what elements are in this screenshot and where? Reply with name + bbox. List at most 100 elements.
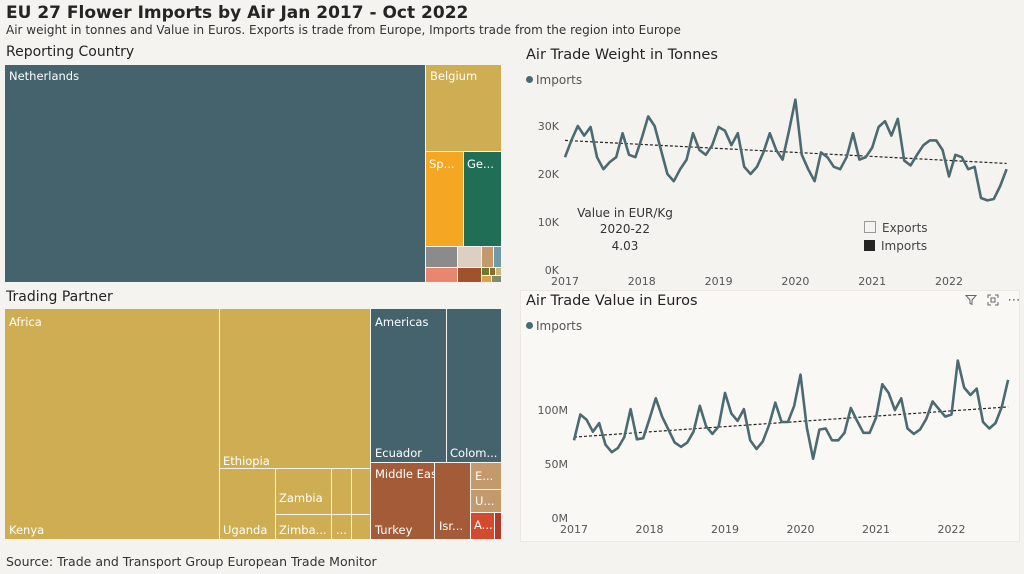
data-point[interactable] — [919, 428, 921, 430]
data-point[interactable] — [583, 134, 585, 136]
tile-germany[interactable]: Ge... — [464, 152, 502, 247]
value-chart-legend[interactable]: Imports — [526, 319, 582, 333]
data-point[interactable] — [673, 180, 675, 182]
data-point[interactable] — [894, 409, 896, 411]
data-point[interactable] — [730, 144, 732, 146]
data-point[interactable] — [884, 120, 886, 122]
data-point[interactable] — [807, 168, 809, 170]
data-point[interactable] — [871, 146, 873, 148]
tile-country[interactable] — [482, 276, 492, 283]
data-point[interactable] — [980, 197, 982, 199]
data-point[interactable] — [609, 161, 611, 163]
data-point[interactable] — [787, 421, 789, 423]
data-point[interactable] — [685, 158, 687, 160]
data-point[interactable] — [993, 198, 995, 200]
data-point[interactable] — [948, 175, 950, 177]
data-point[interactable] — [801, 154, 803, 156]
data-point[interactable] — [724, 392, 726, 394]
data-point[interactable] — [975, 387, 977, 389]
data-point[interactable] — [775, 149, 777, 151]
data-point[interactable] — [756, 166, 758, 168]
data-point[interactable] — [999, 185, 1001, 187]
data-point[interactable] — [686, 441, 688, 443]
data-point[interactable] — [724, 130, 726, 132]
imports-series-line[interactable] — [563, 98, 1008, 202]
data-point[interactable] — [564, 156, 566, 158]
data-point[interactable] — [661, 415, 663, 417]
data-point[interactable] — [931, 400, 933, 402]
tile-other[interactable] — [495, 513, 502, 540]
data-point[interactable] — [1001, 406, 1003, 408]
tile-africa-other[interactable] — [352, 515, 371, 540]
data-point[interactable] — [824, 427, 826, 429]
data-point[interactable] — [950, 413, 952, 415]
value-chart-panel[interactable]: Air Trade Value in Euros Imports ⋯ 0M 50M… — [520, 290, 1021, 542]
tile-israel[interactable]: Isr... — [435, 463, 471, 540]
data-point[interactable] — [799, 373, 801, 375]
data-point[interactable] — [629, 408, 631, 410]
data-point[interactable] — [736, 420, 738, 422]
tile-belgium[interactable]: Belgium — [426, 65, 502, 152]
tile-country[interactable] — [426, 268, 458, 283]
data-point[interactable] — [986, 199, 988, 201]
tile-europe[interactable]: E... — [471, 463, 502, 490]
data-point[interactable] — [596, 156, 598, 158]
data-point[interactable] — [705, 425, 707, 427]
data-point[interactable] — [820, 151, 822, 153]
data-point[interactable] — [743, 166, 745, 168]
data-point[interactable] — [845, 156, 847, 158]
data-point[interactable] — [749, 439, 751, 441]
data-point[interactable] — [916, 154, 918, 156]
data-point[interactable] — [692, 132, 694, 134]
data-point[interactable] — [793, 405, 795, 407]
data-point[interactable] — [655, 397, 657, 399]
data-point[interactable] — [913, 433, 915, 435]
data-point[interactable] — [579, 413, 581, 415]
data-point[interactable] — [628, 154, 630, 156]
data-point[interactable] — [604, 443, 606, 445]
data-point[interactable] — [818, 428, 820, 430]
flow-legend-imports[interactable]: Imports — [864, 237, 928, 255]
data-point[interactable] — [730, 412, 732, 414]
data-point[interactable] — [897, 118, 899, 120]
data-point[interactable] — [982, 421, 984, 423]
data-point[interactable] — [602, 168, 604, 170]
data-point[interactable] — [585, 419, 587, 421]
data-point[interactable] — [903, 159, 905, 161]
data-point[interactable] — [858, 158, 860, 160]
data-point[interactable] — [869, 432, 871, 434]
value-line-chart[interactable]: 0M 50M 100M 2017 2018 2019 2020 2021 2022 — [521, 291, 1019, 541]
data-point[interactable] — [698, 149, 700, 151]
tile-country[interactable] — [492, 276, 502, 283]
data-point[interactable] — [856, 420, 858, 422]
tile-zimbabwe[interactable]: Zimba... — [276, 515, 332, 540]
tile-uganda[interactable]: Uganda — [220, 469, 276, 540]
data-point[interactable] — [957, 359, 959, 361]
data-point[interactable] — [875, 416, 877, 418]
data-point[interactable] — [944, 415, 946, 417]
data-point[interactable] — [852, 132, 854, 134]
data-point[interactable] — [843, 432, 845, 434]
tile-turkey[interactable]: Middle East ... Turkey — [371, 463, 435, 540]
data-point[interactable] — [573, 439, 575, 441]
tile-asia[interactable]: A... — [471, 513, 495, 540]
data-point[interactable] — [850, 407, 852, 409]
more-options-icon[interactable]: ⋯ — [1007, 293, 1021, 308]
data-point[interactable] — [768, 424, 770, 426]
data-point[interactable] — [737, 132, 739, 134]
data-point[interactable] — [794, 98, 796, 100]
weight-chart-legend[interactable]: Imports — [526, 73, 582, 87]
tile-country[interactable] — [496, 268, 502, 276]
data-point[interactable] — [862, 432, 864, 434]
data-point[interactable] — [906, 427, 908, 429]
data-point[interactable] — [769, 132, 771, 134]
data-point[interactable] — [938, 408, 940, 410]
data-point[interactable] — [813, 180, 815, 182]
data-point[interactable] — [881, 383, 883, 385]
tile-netherlands[interactable]: Netherlands — [5, 65, 426, 283]
tile-europe-other[interactable]: U... — [471, 490, 502, 513]
tile-country[interactable] — [494, 247, 502, 268]
data-point[interactable] — [647, 115, 649, 117]
data-point[interactable] — [577, 125, 579, 127]
data-point[interactable] — [833, 166, 835, 168]
